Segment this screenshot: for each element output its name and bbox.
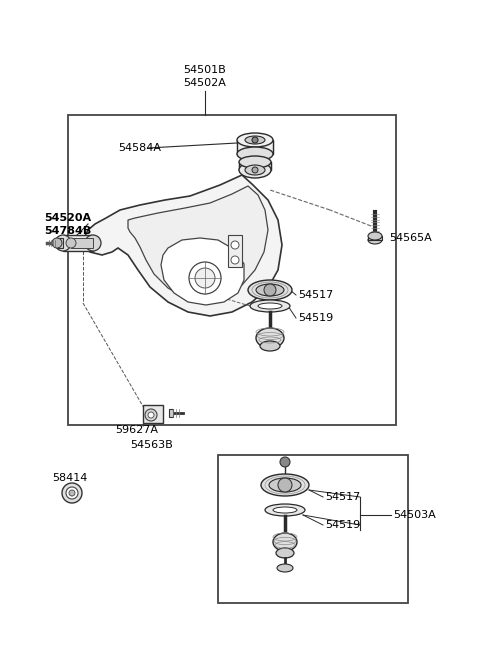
Polygon shape: [161, 238, 244, 305]
Text: 54563B: 54563B: [130, 440, 173, 450]
Circle shape: [145, 409, 157, 421]
Text: 54520A: 54520A: [44, 213, 91, 223]
Circle shape: [231, 256, 239, 264]
Ellipse shape: [256, 328, 284, 348]
Ellipse shape: [368, 232, 382, 240]
Bar: [68, 115, 396, 425]
Ellipse shape: [258, 303, 282, 309]
Bar: [237, 140, 273, 154]
Text: 58414: 58414: [52, 473, 87, 483]
Text: 54784B: 54784B: [44, 226, 91, 236]
Ellipse shape: [273, 507, 297, 513]
Circle shape: [252, 137, 258, 143]
Ellipse shape: [245, 165, 265, 175]
Text: 54584A: 54584A: [118, 143, 161, 153]
Circle shape: [189, 262, 221, 294]
Circle shape: [264, 284, 276, 296]
Ellipse shape: [85, 235, 101, 251]
Text: 59627A: 59627A: [115, 425, 158, 435]
Text: 54503A: 54503A: [393, 510, 436, 520]
Ellipse shape: [66, 238, 76, 248]
Ellipse shape: [256, 284, 284, 296]
Ellipse shape: [261, 474, 309, 496]
Bar: [368, 236, 382, 240]
Bar: [57, 238, 63, 248]
Bar: [239, 162, 271, 170]
Text: 54501B: 54501B: [184, 65, 227, 75]
Ellipse shape: [276, 548, 294, 558]
Circle shape: [62, 483, 82, 503]
Text: 54502A: 54502A: [183, 78, 227, 88]
Text: 54517: 54517: [325, 492, 360, 502]
Ellipse shape: [245, 136, 265, 144]
Text: 54519: 54519: [325, 520, 360, 530]
Text: 54519: 54519: [298, 313, 333, 323]
Text: 54565A: 54565A: [389, 233, 432, 243]
Circle shape: [252, 167, 258, 173]
Ellipse shape: [273, 533, 297, 551]
Ellipse shape: [237, 133, 273, 147]
Ellipse shape: [269, 478, 301, 492]
Circle shape: [69, 490, 75, 496]
Ellipse shape: [239, 162, 271, 178]
Ellipse shape: [52, 238, 62, 248]
Polygon shape: [128, 186, 268, 302]
Ellipse shape: [55, 235, 71, 251]
Circle shape: [231, 241, 239, 249]
Circle shape: [66, 487, 78, 499]
Bar: [63, 235, 93, 251]
Ellipse shape: [265, 504, 305, 516]
Ellipse shape: [239, 156, 271, 168]
Ellipse shape: [237, 147, 273, 161]
Circle shape: [195, 268, 215, 288]
Ellipse shape: [250, 300, 290, 312]
Circle shape: [278, 478, 292, 492]
Bar: [218, 455, 408, 603]
Ellipse shape: [260, 341, 280, 351]
Ellipse shape: [277, 564, 293, 572]
Bar: [71, 238, 93, 248]
Circle shape: [280, 457, 290, 467]
Ellipse shape: [248, 280, 292, 300]
Text: 54517: 54517: [298, 290, 333, 300]
Bar: [228, 235, 242, 267]
Polygon shape: [84, 175, 282, 316]
Bar: [143, 405, 163, 423]
Bar: [169, 409, 173, 417]
Ellipse shape: [368, 236, 382, 244]
Circle shape: [148, 412, 154, 418]
